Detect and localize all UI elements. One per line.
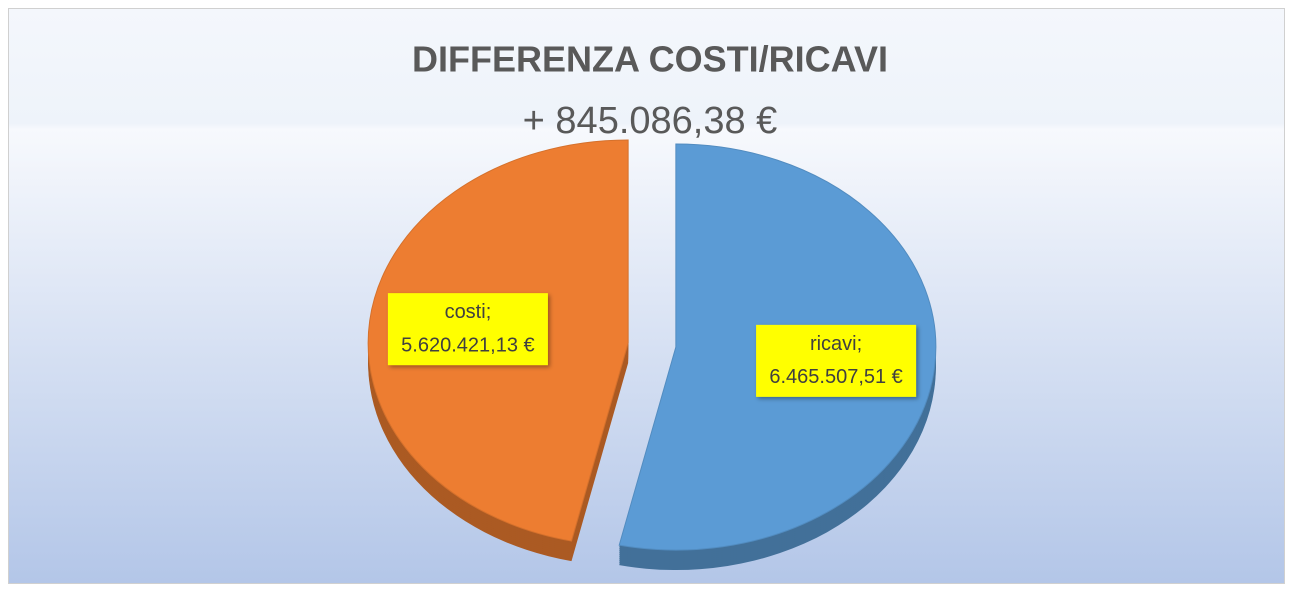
data-label-box — [756, 324, 917, 397]
chart-title: DIFFERENZA COSTI/RICAVI — [412, 39, 888, 80]
data-label-box — [387, 293, 548, 366]
label-separator: ; — [486, 301, 492, 323]
category-name: ricavi — [810, 333, 857, 355]
data-label-value: 6.465.507,51 € — [769, 366, 902, 388]
data-label: costi; 5.620.421,13 € — [387, 293, 548, 366]
data-label-name: ricavi; — [810, 333, 862, 355]
data-label: ricavi; 6.465.507,51 € — [756, 324, 917, 397]
chart-subtitle: + 845.086,38 € — [523, 100, 778, 142]
data-label-name: costi; — [445, 301, 492, 323]
category-name: costi — [445, 301, 486, 323]
data-label-value: 5.620.421,13 € — [401, 334, 534, 356]
label-separator: ; — [857, 333, 863, 355]
